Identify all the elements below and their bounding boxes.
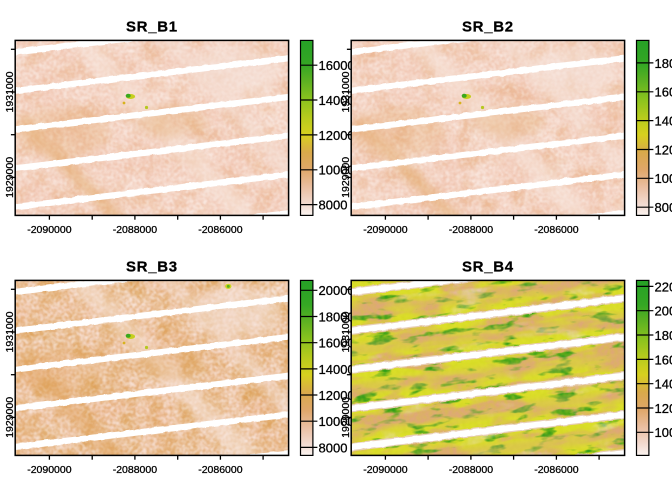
svg-text:12000: 12000 [319,388,355,403]
svg-text:12000: 12000 [655,142,672,157]
svg-text:16000: 16000 [655,85,672,100]
svg-text:14000: 14000 [319,362,355,377]
svg-text:1929000: 1929000 [4,157,16,198]
svg-text:10000: 10000 [319,163,355,178]
svg-text:16000: 16000 [319,336,355,351]
svg-text:1931000: 1931000 [4,311,16,352]
svg-text:-2086000: -2086000 [198,464,243,476]
svg-text:20000: 20000 [319,283,355,298]
svg-text:14000: 14000 [319,93,355,108]
svg-text:20000: 20000 [655,304,672,319]
svg-text:-2090000: -2090000 [27,464,72,476]
svg-text:-2090000: -2090000 [27,224,72,236]
svg-text:18000: 18000 [319,309,355,324]
svg-text:1931000: 1931000 [340,311,352,352]
svg-text:-2088000: -2088000 [113,224,158,236]
svg-text:1929000: 1929000 [340,397,352,438]
svg-text:-2088000: -2088000 [449,464,494,476]
svg-text:14000: 14000 [655,377,672,392]
svg-text:10000: 10000 [319,414,355,429]
svg-text:8000: 8000 [319,440,348,455]
svg-text:-2090000: -2090000 [363,464,408,476]
svg-text:1931000: 1931000 [340,71,352,112]
svg-text:-2090000: -2090000 [363,224,408,236]
svg-text:SR_B1: SR_B1 [126,18,178,35]
svg-text:-2086000: -2086000 [534,224,579,236]
svg-text:18000: 18000 [655,328,672,343]
svg-text:12000: 12000 [319,128,355,143]
svg-text:12000: 12000 [655,401,672,416]
svg-text:-2088000: -2088000 [449,224,494,236]
svg-text:8000: 8000 [655,200,672,215]
svg-text:SR_B3: SR_B3 [126,258,178,275]
svg-text:18000: 18000 [655,56,672,71]
svg-text:-2088000: -2088000 [113,464,158,476]
svg-text:SR_B4: SR_B4 [462,258,514,275]
svg-text:8000: 8000 [319,198,348,213]
svg-text:14000: 14000 [655,114,672,129]
svg-text:1929000: 1929000 [340,157,352,198]
svg-text:22000: 22000 [655,279,672,294]
svg-text:1931000: 1931000 [4,71,16,112]
svg-text:1929000: 1929000 [4,397,16,438]
svg-text:10000: 10000 [655,425,672,440]
svg-text:-2086000: -2086000 [534,464,579,476]
svg-text:16000: 16000 [319,58,355,73]
svg-text:SR_B2: SR_B2 [462,18,514,35]
svg-text:-2086000: -2086000 [198,224,243,236]
svg-text:10000: 10000 [655,171,672,186]
svg-text:16000: 16000 [655,352,672,367]
